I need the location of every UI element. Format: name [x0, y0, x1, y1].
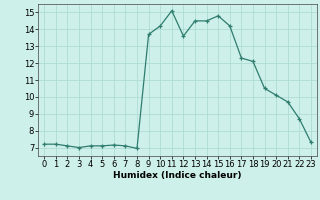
X-axis label: Humidex (Indice chaleur): Humidex (Indice chaleur): [113, 171, 242, 180]
